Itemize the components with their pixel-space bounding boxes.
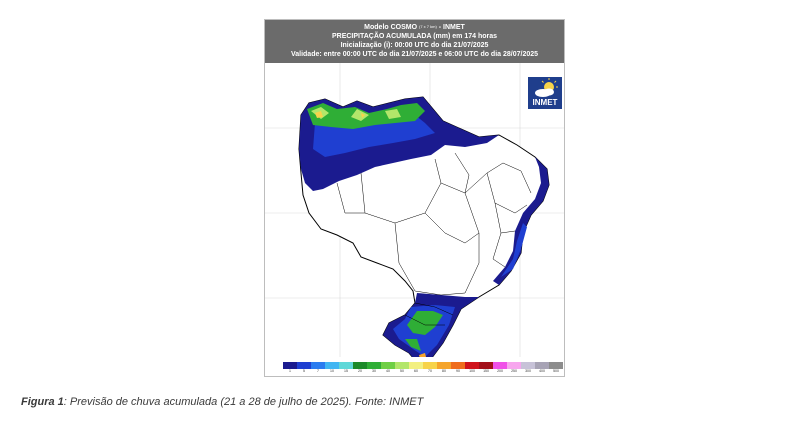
colorbar-label: 60 bbox=[414, 369, 418, 373]
colorbar-swatch bbox=[325, 362, 339, 369]
rain-band-northeast-coast bbox=[493, 157, 549, 285]
colorbar-swatch bbox=[535, 362, 549, 369]
sun-cloud-icon bbox=[535, 78, 558, 97]
rain-north-lightgreen bbox=[311, 107, 401, 121]
rain-east-coast-blue bbox=[501, 223, 527, 277]
colorbar-label: 100 bbox=[469, 369, 475, 373]
colorbar-swatch bbox=[437, 362, 451, 369]
caption-label: Figura 1 bbox=[21, 396, 64, 408]
rain-south-yellow bbox=[419, 353, 426, 357]
colorbar-label: 200 bbox=[497, 369, 503, 373]
inmet-logo: INMET bbox=[527, 76, 563, 110]
colorbar-label: 15 bbox=[344, 369, 348, 373]
brazil-precipitation-map bbox=[265, 63, 564, 357]
colorbar-swatch bbox=[283, 362, 297, 369]
colorbar-swatch bbox=[395, 362, 409, 369]
colorbar-label: 10 bbox=[330, 369, 334, 373]
colorbar-swatch bbox=[423, 362, 437, 369]
colorbar-swatch bbox=[311, 362, 325, 369]
map-validity: Validade: entre 00:00 UTC do dia 21/07/2… bbox=[290, 51, 539, 58]
colorbar-label: 50 bbox=[400, 369, 404, 373]
state-boundaries bbox=[336, 152, 532, 326]
colorbar-label: 7 bbox=[317, 369, 319, 373]
colorbar-label: 500 bbox=[553, 369, 559, 373]
colorbar-swatch bbox=[465, 362, 479, 369]
colorbar-label: 1 bbox=[289, 369, 291, 373]
colorbar-swatch bbox=[451, 362, 465, 369]
colorbar-swatches bbox=[283, 362, 563, 369]
colorbar-label: 30 bbox=[372, 369, 376, 373]
figure-caption: Figura 1: Previsão de chuva acumulada (2… bbox=[21, 396, 423, 408]
map-initialization: Inicialização (i): 00:00 UTC do dia 21/0… bbox=[340, 42, 489, 49]
colorbar-labels: 1 5 7 10 15 20 30 40 50 60 70 80 90 100 150 200 250 300 40… bbox=[283, 369, 563, 374]
colorbar-swatch bbox=[381, 362, 395, 369]
logo-text: INMET bbox=[532, 98, 558, 107]
colorbar-swatch bbox=[507, 362, 521, 369]
rain-north-yellow bbox=[315, 111, 365, 118]
map-title: PRECIPITAÇÃO ACUMULADA (mm) em 174 horas bbox=[331, 33, 498, 40]
colorbar-label: 90 bbox=[456, 369, 460, 373]
colorbar-label: 400 bbox=[539, 369, 545, 373]
colorbar-swatch bbox=[297, 362, 311, 369]
map-header: Modelo COSMO (7 x 7 km) - INMET PRECIPIT… bbox=[265, 20, 564, 63]
colorbar-swatch bbox=[409, 362, 423, 369]
colorbar-label: 70 bbox=[428, 369, 432, 373]
colorbar-swatch bbox=[549, 362, 563, 369]
colorbar-label: 20 bbox=[358, 369, 362, 373]
colorbar-swatch bbox=[367, 362, 381, 369]
colorbar-label: 300 bbox=[525, 369, 531, 373]
precipitation-colorbar: 1 5 7 10 15 20 30 40 50 60 70 80 90 100 150 200 250 300 40… bbox=[283, 362, 563, 376]
caption-text: : Previsão de chuva acumulada (21 a 28 d… bbox=[63, 396, 424, 408]
rain-south-green bbox=[405, 311, 443, 351]
colorbar-label: 80 bbox=[442, 369, 446, 373]
colorbar-swatch bbox=[339, 362, 353, 369]
colorbar-swatch bbox=[479, 362, 493, 369]
colorbar-label: 150 bbox=[483, 369, 489, 373]
colorbar-swatch bbox=[521, 362, 535, 369]
map-model-title: Modelo COSMO (7 x 7 km) - INMET bbox=[364, 24, 465, 31]
colorbar-label: 5 bbox=[303, 369, 305, 373]
colorbar-label: 40 bbox=[386, 369, 390, 373]
forecast-map-figure: Modelo COSMO (7 x 7 km) - INMET PRECIPIT… bbox=[264, 19, 565, 377]
colorbar-swatch bbox=[353, 362, 367, 369]
colorbar-label: 250 bbox=[511, 369, 517, 373]
colorbar-swatch bbox=[493, 362, 507, 369]
